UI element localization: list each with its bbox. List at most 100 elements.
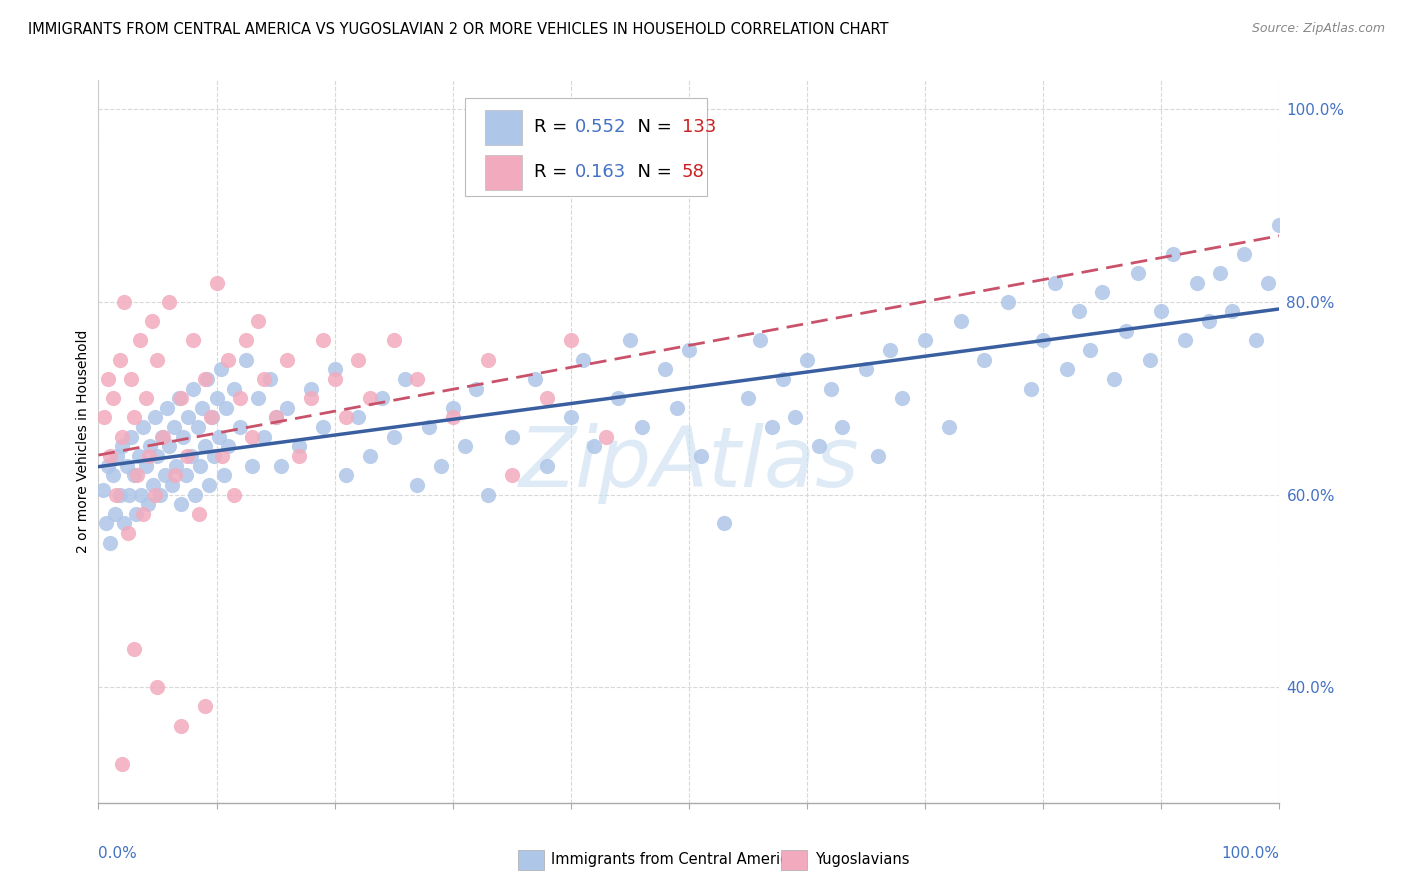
Point: [91, 483, 114, 497]
Point: [139, 439, 162, 453]
Point: [177, 410, 200, 425]
Point: [807, 439, 830, 453]
FancyBboxPatch shape: [485, 110, 523, 145]
Point: [184, 487, 207, 501]
Point: [240, 430, 263, 444]
Point: [235, 352, 257, 367]
Text: Yugoslavians: Yugoslavians: [815, 852, 910, 867]
Point: [1032, 334, 1054, 348]
Point: [181, 334, 204, 348]
Point: [430, 458, 453, 473]
Point: [831, 420, 853, 434]
Point: [187, 420, 209, 434]
Point: [1080, 343, 1102, 357]
Point: [150, 430, 173, 444]
Point: [1150, 304, 1173, 318]
Point: [678, 343, 700, 357]
Point: [128, 449, 150, 463]
Point: [152, 430, 174, 444]
Point: [1198, 314, 1220, 328]
Point: [382, 334, 405, 348]
Point: [246, 314, 269, 328]
Point: [477, 487, 499, 501]
Point: [146, 680, 169, 694]
Point: [560, 334, 582, 348]
Point: [132, 507, 155, 521]
Point: [194, 439, 217, 453]
Point: [141, 314, 163, 328]
Point: [323, 362, 346, 376]
Point: [174, 468, 197, 483]
Point: [111, 757, 134, 772]
Point: [195, 372, 218, 386]
Point: [111, 439, 134, 453]
Point: [1244, 334, 1267, 348]
Point: [167, 391, 190, 405]
Point: [146, 352, 169, 367]
Point: [121, 372, 143, 386]
Text: Immigrants from Central America: Immigrants from Central America: [551, 852, 797, 867]
Point: [180, 449, 202, 463]
Point: [501, 468, 523, 483]
Point: [1115, 324, 1137, 338]
Point: [253, 372, 276, 386]
Point: [121, 430, 143, 444]
Point: [371, 391, 394, 405]
Point: [761, 420, 783, 434]
Point: [153, 468, 176, 483]
Point: [112, 294, 135, 309]
Point: [406, 478, 429, 492]
Point: [536, 458, 558, 473]
Point: [288, 449, 311, 463]
Point: [165, 458, 187, 473]
Point: [191, 401, 214, 415]
Point: [1091, 285, 1114, 300]
Point: [157, 294, 180, 309]
Text: Source: ZipAtlas.com: Source: ZipAtlas.com: [1251, 22, 1385, 36]
Point: [129, 487, 152, 501]
Point: [1233, 246, 1256, 260]
Point: [157, 439, 180, 453]
Point: [666, 401, 689, 415]
Text: N =: N =: [626, 119, 678, 136]
Point: [224, 382, 246, 396]
Point: [135, 391, 157, 405]
Point: [654, 362, 676, 376]
Point: [224, 487, 246, 501]
Point: [973, 352, 995, 367]
Point: [138, 449, 160, 463]
Text: R =: R =: [534, 119, 574, 136]
Point: [105, 487, 128, 501]
Point: [240, 458, 263, 473]
Point: [524, 372, 547, 386]
Point: [194, 372, 217, 386]
Point: [205, 391, 228, 405]
Point: [253, 430, 276, 444]
Point: [571, 352, 593, 367]
Point: [288, 439, 311, 453]
Point: [201, 410, 224, 425]
Point: [135, 458, 157, 473]
Point: [217, 439, 239, 453]
Point: [143, 487, 166, 501]
Point: [477, 352, 499, 367]
Point: [172, 430, 194, 444]
Point: [855, 362, 877, 376]
Point: [1067, 304, 1090, 318]
Point: [208, 430, 231, 444]
Text: 58: 58: [682, 163, 704, 181]
Point: [111, 430, 134, 444]
Point: [235, 334, 257, 348]
FancyBboxPatch shape: [464, 98, 707, 196]
Point: [276, 352, 298, 367]
Point: [94, 516, 117, 531]
Text: 100.0%: 100.0%: [1222, 847, 1279, 861]
Point: [607, 391, 630, 405]
Point: [1174, 334, 1197, 348]
Point: [299, 382, 322, 396]
Point: [1257, 276, 1279, 290]
Point: [122, 468, 145, 483]
Point: [1185, 276, 1208, 290]
Point: [359, 449, 381, 463]
Point: [441, 401, 464, 415]
